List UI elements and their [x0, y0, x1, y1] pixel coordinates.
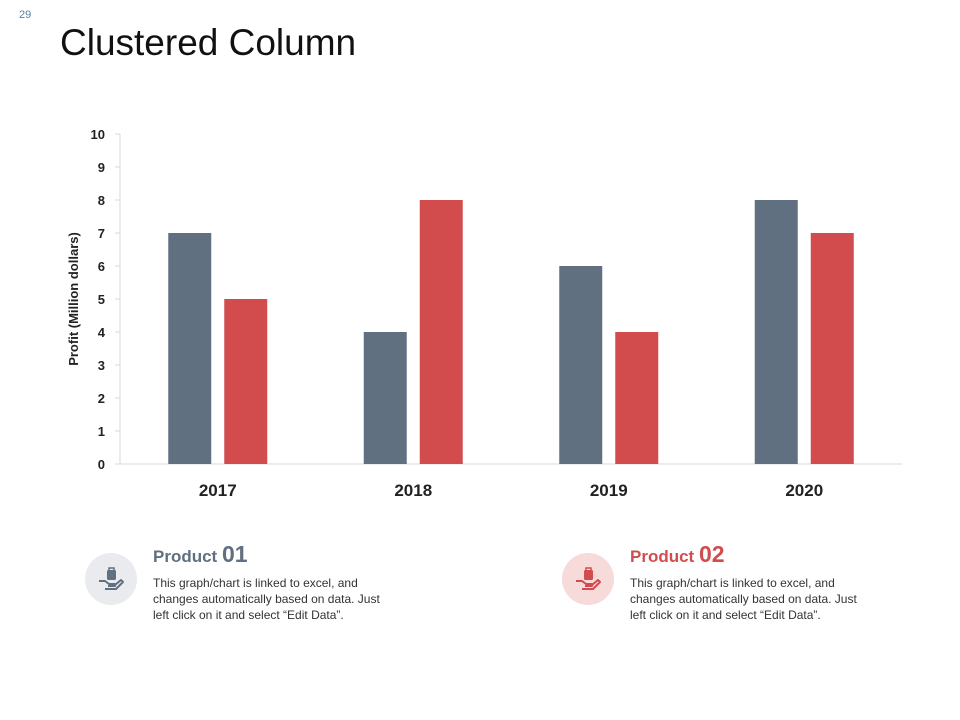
- x-tick-label: 2019: [590, 481, 628, 500]
- x-tick-label: 2020: [785, 481, 823, 500]
- y-axis-title: Profit (Million dollars): [66, 232, 81, 366]
- bar-2017-series-1[interactable]: [168, 233, 212, 464]
- legend-description: This graph/chart is linked to excel, and…: [153, 576, 380, 622]
- legend-product-02: Product 02 This graph/chart is linked to…: [562, 541, 862, 641]
- bar-2018-series-2[interactable]: [419, 200, 463, 464]
- bar-2019-series-2[interactable]: [615, 332, 659, 464]
- legend-label: Product: [630, 547, 695, 566]
- hand-holding-bag-icon: [85, 553, 137, 605]
- legend-label: Product: [153, 547, 218, 566]
- bar-2017-series-2[interactable]: [224, 299, 268, 464]
- legend-description: This graph/chart is linked to excel, and…: [630, 576, 857, 622]
- y-tick-label: 5: [98, 292, 105, 307]
- y-tick-label: 1: [98, 424, 105, 439]
- chart-labels: 0 1 2 3 4 5 6 7 8 9 10 Profit (Million dollars) 2017…: [66, 127, 823, 500]
- bar-2019-series-1[interactable]: [559, 266, 603, 464]
- legend-title-product-02: Product 02: [630, 541, 725, 568]
- page-title: Clustered Column: [60, 22, 357, 63]
- x-tick-label: 2017: [199, 481, 237, 500]
- slide-number: 29: [19, 9, 32, 21]
- legend-number: 01: [221, 541, 248, 567]
- y-tick-label: 4: [98, 325, 106, 340]
- chart-bars: [168, 200, 854, 464]
- y-tick-label: 8: [98, 193, 105, 208]
- bar-2020-series-1[interactable]: [754, 200, 798, 464]
- y-tick-label: 0: [98, 457, 105, 472]
- bar-2020-series-2[interactable]: [810, 233, 854, 464]
- legend-product-01: Product 01 This graph/chart is linked to…: [85, 541, 385, 641]
- y-tick-label: 9: [98, 160, 105, 175]
- y-tick-label: 6: [98, 259, 105, 274]
- y-tick-label: 7: [98, 226, 105, 241]
- legend-title-product-01: Product 01: [153, 541, 248, 568]
- x-tick-label: 2018: [394, 481, 432, 500]
- legend-number: 02: [698, 541, 725, 567]
- bar-2018-series-1[interactable]: [363, 332, 407, 464]
- hand-holding-bag-icon: [562, 553, 614, 605]
- y-tick-label: 3: [98, 358, 105, 373]
- y-tick-label: 10: [91, 127, 105, 142]
- y-tick-label: 2: [98, 391, 105, 406]
